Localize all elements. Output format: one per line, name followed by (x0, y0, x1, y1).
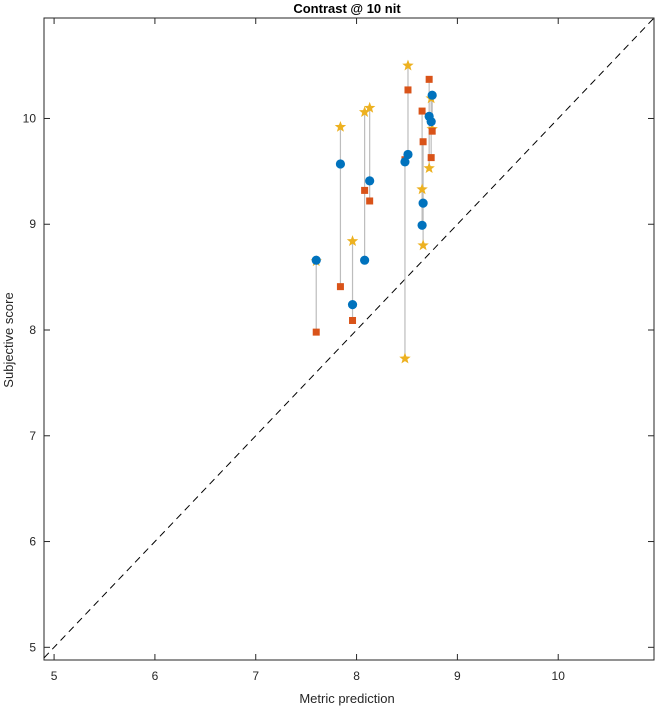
series2-square-point (427, 154, 435, 162)
series2-square-point (419, 138, 427, 146)
x-tick-label: 9 (454, 669, 461, 683)
series2-square-point (366, 197, 374, 205)
series1-circle-point (403, 149, 413, 160)
y-tick-label: 9 (29, 217, 36, 231)
series3-star-point (363, 101, 376, 113)
y-axis-label: Subjective score (1, 292, 16, 387)
y-tick-label: 10 (23, 111, 37, 125)
series1-circle-point (311, 255, 321, 265)
series2-square-point (336, 283, 344, 291)
x-tick-label: 10 (552, 669, 566, 683)
series2-square-point (418, 107, 426, 115)
series1-circle-point (335, 159, 346, 169)
series2-square-point (312, 328, 320, 336)
series3-star-point (416, 183, 428, 195)
y-tick-label: 5 (29, 640, 36, 654)
series2-square-point (428, 127, 436, 135)
series1-circle-point (347, 300, 358, 310)
series1-circle-point (400, 157, 410, 167)
series3-star-point (334, 120, 347, 132)
plot-area: 5 6 7 8 9 10 5 6 7 8 9 10 (23, 17, 655, 683)
y-tick-label: 7 (29, 429, 36, 443)
series3-star-point (399, 352, 411, 364)
series3-star-point (423, 162, 435, 174)
y-tick-label: 6 (29, 535, 36, 549)
reference-line (43, 17, 655, 659)
series1-circle-point (360, 255, 370, 265)
series2-square-point (425, 75, 433, 83)
series3-star-point (417, 239, 429, 251)
series1-circle-point (426, 117, 436, 127)
series3-star-point (346, 235, 359, 247)
x-tick-label: 6 (152, 669, 159, 683)
series1-circle-point (427, 90, 437, 100)
series3-star-point (358, 106, 371, 117)
chart-title: Contrast @ 10 nit (293, 1, 401, 16)
series2-square-point (349, 316, 357, 324)
series1-circle-point (418, 198, 428, 208)
y-tick-label: 8 (29, 323, 36, 337)
x-axis-label: Metric prediction (299, 691, 394, 706)
x-tick-label: 5 (51, 669, 58, 683)
series3-star-point (402, 59, 414, 71)
axes-box (43, 17, 655, 661)
series1-circle-point (417, 220, 427, 230)
x-tick-label: 8 (353, 669, 360, 683)
series2-square-point (404, 86, 412, 94)
series2-square-point (361, 186, 369, 194)
x-tick-label: 7 (252, 669, 259, 683)
series1-circle-point (365, 176, 375, 186)
